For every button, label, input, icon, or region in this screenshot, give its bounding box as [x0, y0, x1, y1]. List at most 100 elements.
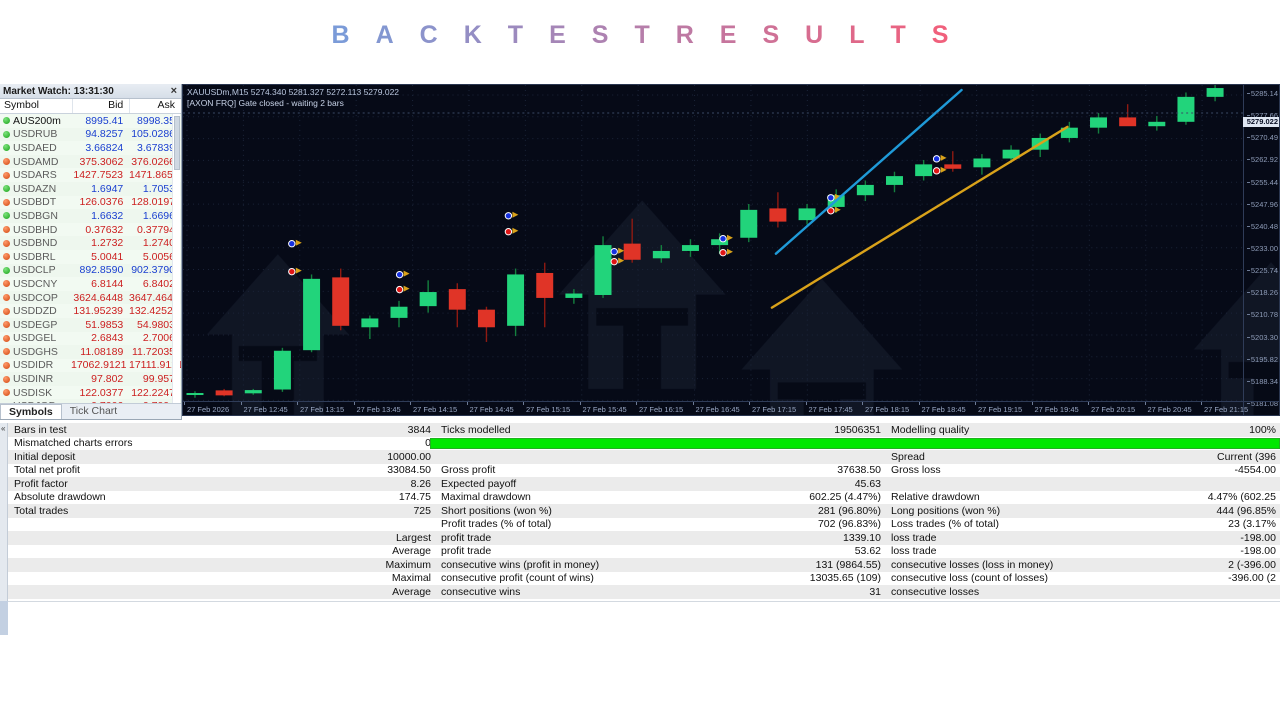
- report-label: profit trade: [441, 531, 492, 544]
- bid-value: 892.8590: [79, 264, 124, 277]
- table-row[interactable]: Initial deposit 10000.00 Spread Current (39…: [8, 450, 1280, 464]
- table-row[interactable]: Profit trades (% of total) 702 (96.83%) Lo…: [8, 517, 1280, 531]
- arrow-down-icon: [3, 198, 10, 206]
- report-value: 3844: [407, 423, 431, 436]
- market-watch-row[interactable]: USDBHD 0.37632 0.37794: [0, 222, 181, 237]
- ask-value: 54.9803: [137, 318, 175, 331]
- report-value: Current (396: [1217, 450, 1276, 463]
- ask-value: 376.0266: [131, 155, 175, 168]
- bid-value: 94.8257: [85, 128, 124, 141]
- market-watch-row[interactable]: USDCNY 6.8144 6.8402: [0, 277, 181, 291]
- report-label: consecutive profit (count of wins): [441, 572, 594, 585]
- market-watch-row[interactable]: USDIDR 17062.9121 17111.9121: [0, 358, 181, 373]
- chart-indicator-status: [AXON FRQ] Gate closed - waiting 2 bars: [187, 98, 344, 108]
- arrow-down-icon: [3, 294, 10, 302]
- title-letter: S: [591, 20, 609, 49]
- price-chart[interactable]: XAUUSDm,M15 5274.340 5281.327 5272.113 5…: [182, 84, 1280, 416]
- market-watch-row[interactable]: USDCLP 892.8590 902.3790: [0, 263, 181, 278]
- scrollbar-thumb[interactable]: [174, 116, 180, 170]
- time-tick-label: 27 Feb 20:15: [1088, 402, 1135, 414]
- market-watch-row[interactable]: USDAMD 375.3062 376.0266: [0, 154, 181, 169]
- table-row[interactable]: Total net profit 33084.50 Gross profit 3763…: [8, 463, 1280, 477]
- table-row[interactable]: Average consecutive wins 31 consecutive los…: [8, 585, 1280, 599]
- table-row[interactable]: Profit factor 8.26 Expected payoff 45.63: [8, 477, 1280, 491]
- market-watch-panel: Market Watch: 13:31:30 × Symbol Bid Ask …: [0, 84, 182, 420]
- market-watch-scrollbar[interactable]: [172, 114, 180, 404]
- market-watch-row[interactable]: USDBDT 126.0376 128.0197: [0, 195, 181, 210]
- market-watch-row[interactable]: USDDZD 131.95239 132.42526: [0, 304, 181, 318]
- price-tick-label: 5277.66: [1246, 111, 1278, 120]
- symbol-name: USDCNY: [13, 277, 58, 290]
- report-value: 23 (3.17%: [1228, 518, 1276, 531]
- market-watch-row[interactable]: USDGEL 2.6843 2.7006: [0, 331, 181, 346]
- time-tick-label: 27 Feb 18:45: [918, 402, 966, 414]
- bid-value: 1.6632: [91, 209, 124, 222]
- market-watch-titlebar: Market Watch: 13:31:30 ×: [0, 84, 181, 99]
- time-tick-label: 27 Feb 12:45: [240, 402, 288, 414]
- market-watch-row[interactable]: USDISK 122.0377 122.2247: [0, 385, 181, 400]
- price-axis[interactable]: 5285.14 5277.66 5270.49 5262.92 5255.44 5247.…: [1243, 85, 1279, 415]
- report-value: 53.62: [854, 545, 881, 558]
- ask-value: 105.0286: [131, 128, 175, 141]
- title-letter: E: [549, 20, 566, 49]
- time-tick-label: 27 Feb 18:15: [862, 402, 909, 414]
- ask-value: 99.957: [142, 373, 175, 386]
- chart-info-label: XAUUSDm,M15 5274.340 5281.327 5272.113 5…: [187, 87, 399, 109]
- tab-tick-chart[interactable]: Tick Chart: [69, 405, 118, 417]
- table-row[interactable]: Maximum consecutive wins (profit in money…: [8, 558, 1280, 572]
- table-row[interactable]: Bars in test 3844 Ticks modelled 19506351 Mo…: [8, 423, 1280, 437]
- market-watch-row[interactable]: USDRUB 94.8257 105.0286: [0, 127, 181, 142]
- title-letter: T: [507, 20, 524, 49]
- column-header-symbol[interactable]: Symbol: [4, 99, 40, 111]
- bid-value: 126.0376: [79, 196, 124, 209]
- report-value: 281 (96.80%): [817, 504, 881, 517]
- column-header-ask[interactable]: Ask: [129, 99, 181, 113]
- table-row[interactable]: Absolute drawdown 174.75 Maximal drawdown 6…: [8, 490, 1280, 504]
- table-row[interactable]: Maximal consecutive profit (count of wins…: [8, 571, 1280, 585]
- table-row[interactable]: Mismatched charts errors 0: [8, 436, 1280, 450]
- time-axis[interactable]: 27 Feb 2026 27 Feb 12:45 27 Feb 13:15 27 Fe…: [183, 401, 1279, 415]
- bid-value: 5.0041: [91, 250, 124, 263]
- market-watch-row[interactable]: USDBRL 5.0041 5.0056: [0, 249, 181, 264]
- market-watch-row[interactable]: USDCOP 3624.6448 3647.4648: [0, 290, 181, 305]
- table-row[interactable]: Total trades 725 Short positions (won %) 28…: [8, 504, 1280, 518]
- table-row[interactable]: Largest profit trade 1339.10 loss trade -198…: [8, 531, 1280, 545]
- market-watch-row[interactable]: USDINR 97.802 99.957: [0, 372, 181, 386]
- arrow-up-icon: [3, 130, 10, 138]
- symbol-name: USDARS: [13, 169, 57, 182]
- collapse-icon[interactable]: «: [1, 424, 6, 433]
- market-watch-row[interactable]: USDEGP 51.9853 54.9803: [0, 317, 181, 332]
- report-label: Total trades: [14, 504, 69, 517]
- report-value: 602.25 (4.47%): [809, 491, 881, 504]
- market-watch-row[interactable]: USDGHS 11.08189 11.72035: [0, 345, 181, 359]
- market-watch-row[interactable]: USDBGN 1.6632 1.6696: [0, 209, 181, 223]
- report-value: Maximum: [385, 558, 431, 571]
- price-tick-label: 5203.30: [1246, 333, 1278, 342]
- title-letter: S: [762, 20, 780, 49]
- market-watch-row[interactable]: USDBND 1.2732 1.2740: [0, 236, 181, 250]
- arrow-down-icon: [3, 253, 10, 261]
- market-watch-row[interactable]: AUS200m 8995.41 8998.35: [0, 114, 181, 128]
- market-watch-row[interactable]: USDAZN 1.6947 1.7053: [0, 181, 181, 196]
- bid-value: 97.802: [91, 373, 124, 386]
- backtest-report-table: « Bars in test 3844 Ticks modelled 19506351…: [0, 423, 1280, 601]
- time-tick-label: 27 Feb 21:15: [1201, 402, 1248, 414]
- price-tick-label: 5181.08: [1246, 399, 1278, 408]
- title-letter: C: [419, 20, 438, 49]
- bid-value: 51.9853: [85, 318, 124, 331]
- arrow-up-icon: [3, 144, 10, 152]
- symbol-name: AUS200m: [13, 114, 61, 127]
- time-tick-label: 27 Feb 16:15: [636, 402, 683, 414]
- report-value: -4554.00: [1234, 464, 1276, 477]
- table-row[interactable]: Average profit trade 53.62 loss trade -198.0…: [8, 544, 1280, 558]
- column-header-bid[interactable]: Bid: [71, 99, 130, 113]
- report-label: consecutive wins: [441, 585, 521, 598]
- current-price-label: 5279.022: [1243, 117, 1279, 127]
- report-value: -198.00: [1240, 531, 1276, 544]
- market-watch-row[interactable]: USDARS 1427.7523 1471.8658: [0, 168, 181, 182]
- close-icon[interactable]: ×: [170, 85, 177, 97]
- market-watch-row[interactable]: USDAED 3.66824 3.67839: [0, 141, 181, 155]
- bid-value: 17062.9121: [71, 359, 127, 372]
- tab-symbols[interactable]: Symbols: [0, 404, 62, 419]
- arrow-down-icon: [3, 389, 10, 397]
